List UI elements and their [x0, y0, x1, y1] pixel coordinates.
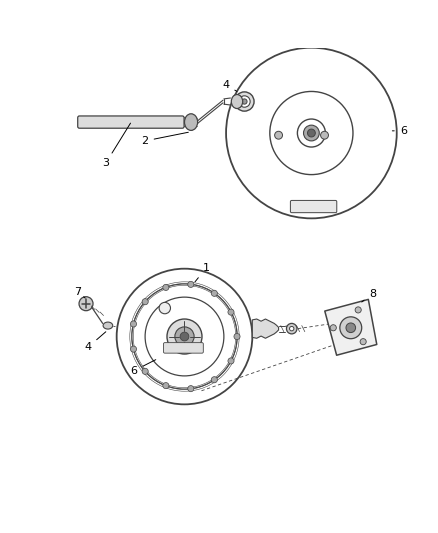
Ellipse shape — [184, 114, 197, 131]
Text: 3: 3 — [102, 123, 130, 168]
Circle shape — [227, 309, 233, 315]
Circle shape — [211, 290, 217, 296]
Circle shape — [79, 297, 93, 311]
Circle shape — [174, 327, 194, 346]
Text: 8: 8 — [361, 289, 375, 302]
Circle shape — [241, 99, 247, 104]
Circle shape — [234, 92, 254, 111]
Circle shape — [359, 338, 365, 345]
Circle shape — [227, 358, 233, 364]
Circle shape — [162, 383, 169, 389]
Circle shape — [354, 307, 360, 313]
Circle shape — [142, 368, 148, 374]
Polygon shape — [324, 300, 376, 355]
Text: 4: 4 — [222, 80, 236, 91]
Text: 6: 6 — [392, 126, 406, 136]
Circle shape — [238, 96, 250, 107]
Text: 6: 6 — [131, 360, 155, 376]
Ellipse shape — [231, 94, 242, 109]
Circle shape — [289, 326, 293, 331]
Text: 1: 1 — [194, 263, 209, 282]
Circle shape — [166, 319, 201, 354]
Text: 2: 2 — [141, 132, 188, 146]
Circle shape — [303, 125, 318, 141]
Circle shape — [329, 325, 336, 331]
Circle shape — [320, 131, 328, 139]
Circle shape — [159, 302, 170, 314]
Circle shape — [130, 346, 136, 352]
Circle shape — [82, 120, 85, 124]
Polygon shape — [252, 319, 278, 338]
Circle shape — [130, 321, 136, 327]
Text: 4: 4 — [85, 332, 106, 352]
Circle shape — [286, 324, 296, 334]
Circle shape — [233, 334, 240, 340]
Circle shape — [187, 385, 194, 392]
FancyBboxPatch shape — [163, 343, 203, 353]
Circle shape — [307, 129, 314, 137]
Ellipse shape — [103, 322, 113, 329]
FancyBboxPatch shape — [78, 116, 184, 128]
Circle shape — [345, 323, 355, 333]
Circle shape — [162, 284, 169, 290]
Circle shape — [142, 298, 148, 305]
Text: 7: 7 — [74, 287, 85, 298]
Circle shape — [180, 332, 188, 341]
Circle shape — [211, 377, 217, 383]
Circle shape — [79, 118, 88, 126]
Circle shape — [187, 281, 194, 287]
FancyBboxPatch shape — [290, 200, 336, 213]
Circle shape — [339, 317, 361, 338]
Circle shape — [274, 131, 282, 139]
